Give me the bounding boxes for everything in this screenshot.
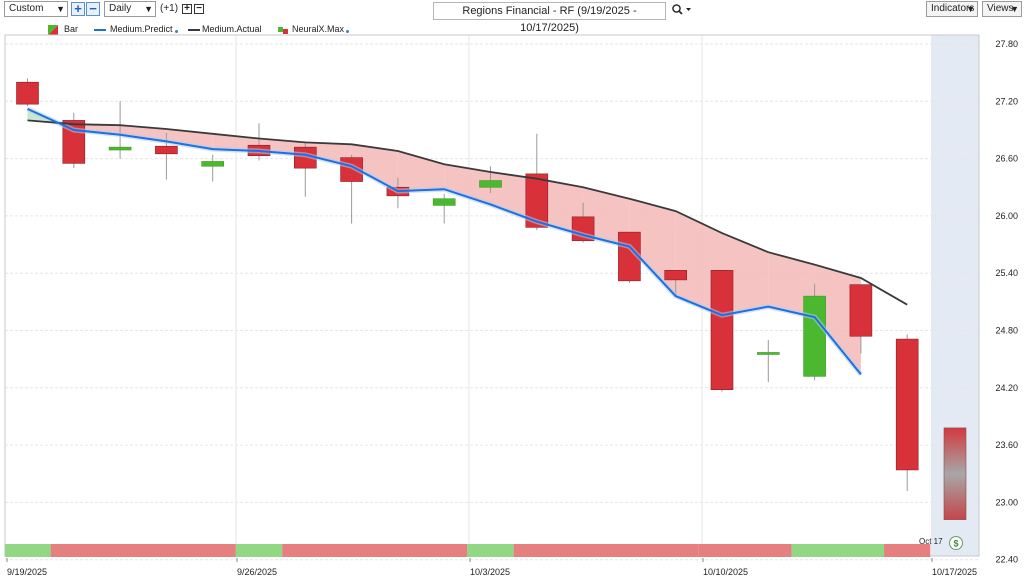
- indicator-fill-segment: [768, 252, 815, 318]
- bar-swatch-icon: [48, 25, 58, 35]
- candle-body[interactable]: [710, 270, 734, 391]
- x-tick-label: 10/3/2025: [470, 567, 510, 577]
- candles: [16, 78, 919, 491]
- legend-label-neuralx: NeuralX.Max: [292, 24, 345, 34]
- indicator-lines: [26, 106, 908, 376]
- x-tick-label: 9/19/2025: [7, 567, 47, 577]
- candle-body[interactable]: [756, 352, 780, 355]
- chevron-down-icon: ▼: [1010, 4, 1019, 14]
- y-tick-label: 26.60: [995, 154, 1018, 164]
- indicator-fill-segment: [629, 198, 676, 297]
- actual-swatch-icon: [188, 29, 200, 31]
- indicator-fill-segment: [490, 171, 537, 222]
- dollar-badge-icon[interactable]: [949, 536, 963, 550]
- date-marker-label: Oct 17: [919, 537, 943, 546]
- neuralx-strip: [5, 544, 931, 557]
- forecast-range-bar[interactable]: [943, 427, 967, 520]
- indicator-fill-segment: [166, 128, 213, 150]
- candle-body[interactable]: [525, 173, 549, 228]
- candle-body[interactable]: [664, 270, 688, 281]
- neuralx-segment: [698, 544, 792, 557]
- settings-dot-icon[interactable]: [175, 30, 178, 33]
- indicator-fill-segment: [675, 211, 722, 316]
- y-tick-label: 26.00: [995, 211, 1018, 221]
- chevron-down-icon: ▼: [56, 4, 65, 14]
- neuralx-segment: [513, 544, 699, 557]
- views-button[interactable]: Views ▼: [982, 1, 1022, 17]
- candle-body[interactable]: [849, 284, 873, 337]
- indicators-label: Indicators: [931, 3, 975, 14]
- candle-body[interactable]: [432, 198, 456, 206]
- neuralx-segment: [5, 544, 51, 557]
- dollar-badge-text: $: [953, 539, 958, 549]
- indicator-fill-segment: [305, 142, 352, 167]
- neuralx-segment: [791, 544, 885, 557]
- search-icon[interactable]: [671, 3, 693, 17]
- offset-label: (+1): [160, 3, 179, 14]
- views-label: Views: [987, 3, 1014, 14]
- legend-label-predict: Medium.Predict: [110, 24, 173, 34]
- candle-body[interactable]: [16, 81, 39, 105]
- zoom-in-button[interactable]: +: [71, 2, 85, 16]
- indicators-button[interactable]: Indicators ▼: [926, 1, 978, 17]
- offset-plus-button[interactable]: +: [182, 4, 192, 14]
- legend-label-actual: Medium.Actual: [202, 24, 262, 34]
- indicator-fill-segment: [814, 264, 861, 375]
- indicator-fill-segment: [444, 164, 491, 205]
- chart-title: Regions Financial - RF (9/19/2025 - 10/1…: [462, 5, 637, 34]
- chart-title-box[interactable]: Regions Financial - RF (9/19/2025 - 10/1…: [433, 2, 666, 34]
- neuralx-swatch-icon: [278, 27, 288, 34]
- x-tick-label: 10/17/2025: [932, 567, 977, 577]
- candle-body[interactable]: [803, 295, 826, 377]
- chevron-down-icon: ▼: [144, 4, 153, 14]
- candle-body[interactable]: [201, 161, 224, 167]
- predict-line[interactable]: [27, 107, 862, 376]
- actual-line[interactable]: [27, 119, 908, 306]
- y-tick-label: 27.20: [995, 96, 1018, 106]
- toolbar: Custom ▼ + − Daily ▼ (+1) + − Regions Fi…: [0, 0, 1024, 34]
- zoom-out-button[interactable]: −: [86, 2, 100, 16]
- range-select[interactable]: Custom ▼: [4, 1, 68, 17]
- y-tick-label: 24.20: [995, 383, 1018, 393]
- forecast-bar-group: [943, 427, 967, 520]
- candle-body[interactable]: [108, 146, 132, 151]
- neuralx-segment: [50, 544, 236, 557]
- neuralx-segment: [282, 544, 468, 557]
- neuralx-segment: [467, 544, 514, 557]
- neuralx-segment: [884, 544, 931, 557]
- y-tick-label: 27.80: [995, 39, 1018, 49]
- x-tick-label: 10/10/2025: [703, 567, 748, 577]
- y-tick-label: 24.80: [995, 326, 1018, 336]
- chevron-down-icon: ▼: [966, 4, 975, 14]
- y-axis: 27.80 27.20 26.60 26.00 25.40 24.80 24.20 23.60…: [995, 39, 1018, 565]
- y-tick-label: 22.40: [995, 555, 1018, 565]
- x-axis: 9/19/2025 9/26/2025 10/3/2025 10/10/2025 10/…: [6, 558, 977, 577]
- settings-dot-icon[interactable]: [346, 30, 349, 33]
- x-tick-label: 9/26/2025: [237, 567, 277, 577]
- indicator-fill-segment: [351, 144, 398, 192]
- interval-select-value: Daily: [109, 3, 132, 14]
- candle-body[interactable]: [155, 145, 178, 155]
- neuralx-segment: [235, 544, 283, 557]
- indicator-fill-segment: [536, 178, 584, 235]
- y-tick-label: 23.00: [995, 497, 1018, 507]
- candle-body[interactable]: [479, 180, 502, 188]
- predict-swatch-icon: [94, 29, 106, 31]
- offset-minus-button[interactable]: −: [194, 4, 204, 14]
- range-select-value: Custom: [9, 3, 44, 14]
- y-tick-label: 23.60: [995, 440, 1018, 450]
- legend-label-bar: Bar: [64, 24, 79, 34]
- interval-select[interactable]: Daily ▼: [104, 1, 156, 17]
- candle-body[interactable]: [895, 338, 919, 471]
- indicator-fill-segment: [722, 233, 769, 316]
- indicator-fills: [27, 108, 861, 375]
- y-tick-label: 25.40: [995, 268, 1018, 278]
- indicator-fill-segment: [583, 187, 630, 247]
- date-marker: Oct 17 $: [919, 536, 963, 550]
